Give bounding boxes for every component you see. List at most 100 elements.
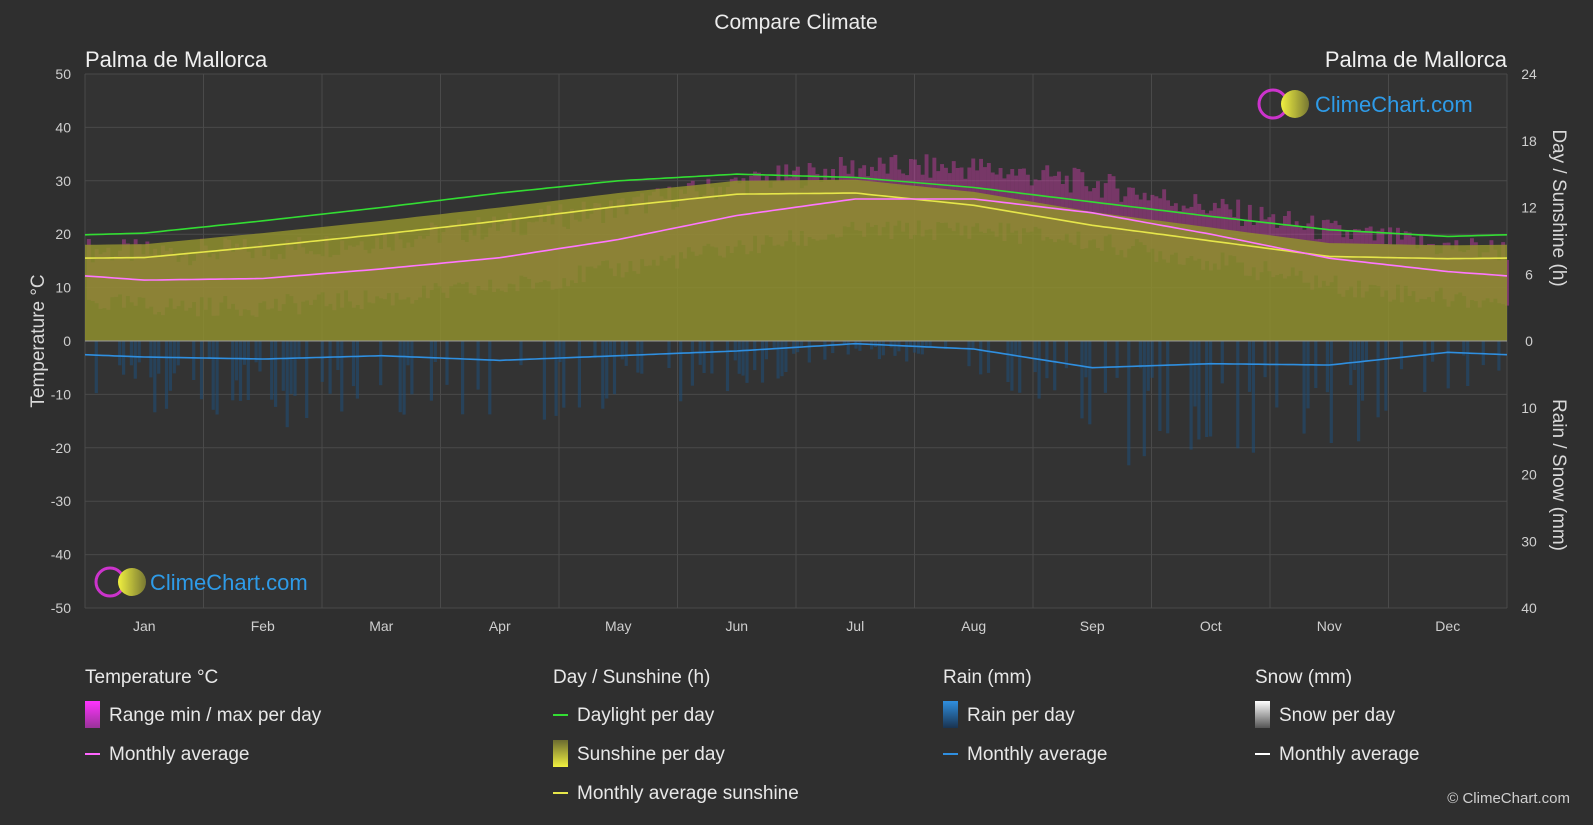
month-labels: Jan Feb Mar Apr May Jun Jul Aug Sep Oct Nov Dec xyxy=(133,618,1460,634)
rain-bar xyxy=(577,341,581,408)
legend-swatch-snow xyxy=(1255,701,1270,728)
rain-bar xyxy=(1138,341,1142,369)
rain-bar xyxy=(461,341,465,415)
rain-bar xyxy=(1193,341,1197,407)
rain-bar xyxy=(784,341,788,372)
temp-range-bar xyxy=(1103,183,1108,237)
rain-bar xyxy=(274,341,278,407)
rain-bar xyxy=(1466,341,1470,386)
rain-bar xyxy=(1423,341,1427,393)
rain-bar xyxy=(379,341,383,386)
rain-bar xyxy=(285,341,289,428)
rain-bar xyxy=(488,341,492,415)
rain-bar xyxy=(476,341,480,390)
rain-bar xyxy=(601,341,605,409)
rain-bar xyxy=(667,341,671,368)
rain-bar xyxy=(1275,341,1279,408)
legend-item: Sunshine per day xyxy=(577,744,725,765)
rain-bar xyxy=(246,341,250,400)
month-label: May xyxy=(605,618,631,634)
rain-bar xyxy=(406,341,410,366)
temp-range-bar xyxy=(1057,171,1061,240)
month-label: Nov xyxy=(1317,618,1342,634)
rain-bar xyxy=(905,341,909,362)
legend-item: Monthly average xyxy=(967,744,1107,765)
left-tick-label: 20 xyxy=(55,226,71,242)
rain-bar xyxy=(1189,341,1193,450)
rain-bar xyxy=(297,341,301,360)
month-label: Apr xyxy=(489,618,511,634)
rain-bar xyxy=(410,341,414,395)
rain-bar xyxy=(889,341,893,348)
rain-bar xyxy=(881,341,885,356)
legend-group-sunshine: Day / Sunshine (h) Daylight per day Suns… xyxy=(553,667,799,804)
legend-title: Rain (mm) xyxy=(943,667,1032,688)
rain-bar xyxy=(1080,341,1084,419)
rain-bar xyxy=(620,341,624,360)
rain-bar xyxy=(336,341,340,370)
brand-name-top: ClimeChart.com xyxy=(1315,92,1473,117)
right-tick-label: 24 xyxy=(1521,66,1537,82)
rain-bar xyxy=(270,341,274,400)
legend-group-rain: Rain (mm) Rain per day Monthly average xyxy=(943,667,1107,765)
sunshine-area xyxy=(85,179,1507,341)
rain-bar xyxy=(242,341,246,365)
rain-bar xyxy=(1064,341,1068,369)
rain-bar xyxy=(168,341,172,391)
rain-bar xyxy=(238,341,243,401)
rain-bar xyxy=(1088,341,1092,425)
rain-bar xyxy=(351,341,356,387)
rain-bar xyxy=(1446,341,1450,389)
month-label: Oct xyxy=(1200,618,1222,634)
rain-bar xyxy=(429,341,433,401)
rain-bar xyxy=(702,341,706,373)
left-tick-label: 10 xyxy=(55,280,71,296)
right-tick-label: 18 xyxy=(1521,133,1537,149)
rain-bar xyxy=(1251,341,1255,453)
rain-bar xyxy=(986,341,991,373)
rain-bar xyxy=(609,341,613,357)
rain-bar xyxy=(967,341,971,367)
temp-range-bar xyxy=(1045,165,1050,237)
rain-bar xyxy=(137,341,141,363)
rain-bar xyxy=(858,341,862,351)
rain-bar xyxy=(1084,341,1088,378)
legend-title: Snow (mm) xyxy=(1255,667,1352,688)
rain-bar xyxy=(690,341,694,386)
right-axis-ticks: 24 18 12 6 0 10 20 30 40 xyxy=(1521,66,1537,616)
rain-bar xyxy=(199,341,204,400)
rain-bar xyxy=(979,341,983,375)
temp-range-bar xyxy=(1064,175,1069,234)
rain-bar xyxy=(305,341,309,418)
temp-range-bar xyxy=(1220,198,1225,253)
temp-range-bar xyxy=(1022,168,1026,229)
rain-bar xyxy=(807,341,811,363)
rain-bar xyxy=(281,341,285,391)
rain-bar xyxy=(558,341,562,363)
rain-bar xyxy=(433,341,437,362)
location-left: Palma de Mallorca xyxy=(85,47,268,72)
rain-bar xyxy=(192,341,196,380)
rain-bar xyxy=(554,341,558,416)
temp-range-bar xyxy=(998,168,1003,223)
rain-bar xyxy=(1236,341,1240,449)
right-tick-label: 20 xyxy=(1521,467,1537,483)
brand-logo-bottom[interactable]: ClimeChart.com xyxy=(94,566,308,598)
rain-bar xyxy=(402,341,406,415)
right-tick-label: 10 xyxy=(1521,400,1537,416)
rain-bar xyxy=(149,341,153,378)
rain-bar xyxy=(831,341,835,354)
legend-title: Day / Sunshine (h) xyxy=(553,667,710,688)
right-tick-label: 0 xyxy=(1525,333,1533,349)
left-tick-label: -20 xyxy=(51,440,71,456)
rain-bar xyxy=(1197,341,1201,440)
rain-bar xyxy=(129,341,133,366)
rain-bar xyxy=(593,341,597,359)
brand-logo-top[interactable]: ClimeChart.com xyxy=(1257,88,1473,120)
rain-bar xyxy=(1010,341,1014,391)
rain-bar xyxy=(1384,341,1388,411)
rain-bar xyxy=(920,341,924,355)
rain-bar xyxy=(772,341,776,350)
rain-bar xyxy=(1166,341,1170,434)
rain-bar xyxy=(1263,341,1267,378)
